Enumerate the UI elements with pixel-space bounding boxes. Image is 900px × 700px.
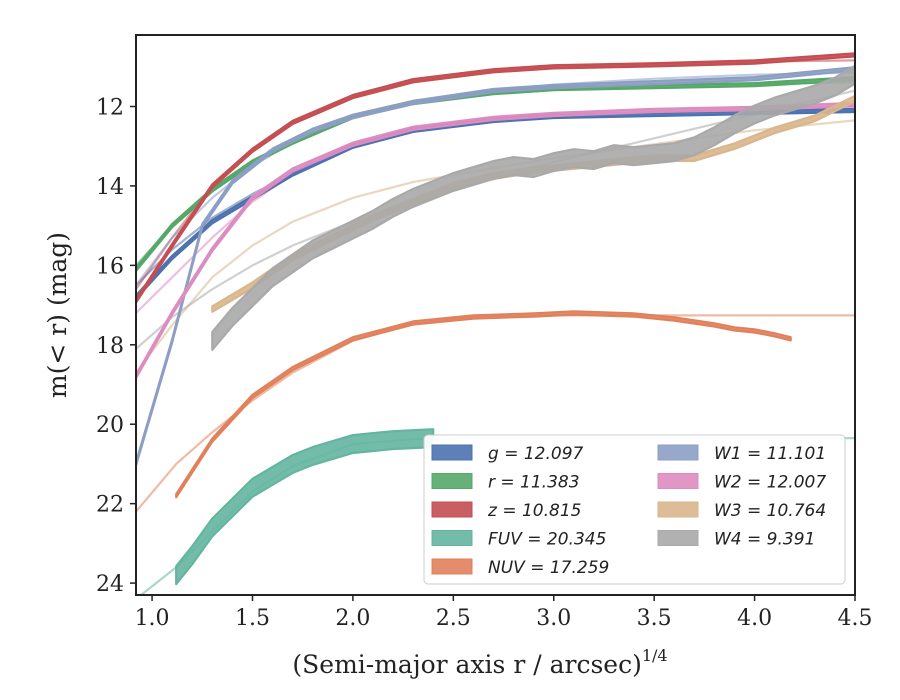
x-tick-label: 3.5	[637, 606, 672, 631]
legend-swatch-fuv	[431, 530, 473, 546]
y-tick-label: 18	[96, 334, 124, 359]
x-tick-label: 1.0	[135, 606, 170, 631]
legend-swatch-w1	[657, 444, 699, 461]
legend-box	[423, 434, 846, 585]
legend-swatch-g	[431, 444, 473, 461]
data-band-w1	[136, 66, 855, 467]
legend-label-w3: W3 = 10.764	[714, 501, 826, 521]
legend-swatch-w2	[657, 473, 699, 489]
x-tick-label: 2.0	[335, 606, 370, 631]
model-line-g	[136, 109, 855, 286]
legend-label-g: g = 12.097	[488, 444, 584, 464]
x-axis-label-text: (Semi-major axis r / arcsec)	[292, 650, 641, 679]
x-tick-label: 2.5	[436, 606, 471, 631]
legend-swatch-r	[431, 473, 473, 489]
x-axis: 1.0 1.5 2.0 2.5 3.0 3.5 4.0 4.5	[135, 595, 873, 631]
legend-swatch-z	[431, 501, 473, 518]
data-band-nuv	[175, 310, 792, 499]
data-band-w3	[211, 94, 855, 313]
y-tick-label: 24	[96, 572, 124, 597]
x-tick-label: 4.5	[838, 606, 873, 631]
legend-swatch-w3	[657, 501, 699, 518]
legend-swatch-w4	[657, 530, 699, 546]
legend-label-w2: W2 = 12.007	[714, 473, 826, 493]
data-band-z	[136, 52, 855, 304]
x-tick-label: 3.0	[536, 606, 571, 631]
legend-label-r: r = 11.383	[488, 473, 580, 493]
model-line-w3	[136, 119, 855, 374]
y-tick-label: 16	[96, 254, 124, 279]
legend-label-z: z = 10.815	[487, 501, 581, 521]
data-band-w4	[211, 64, 855, 351]
legend-swatch-nuv	[431, 558, 473, 575]
legend-label-w4: W4 = 9.391	[714, 530, 815, 550]
y-axis-label: m(< r) (mag)	[43, 232, 72, 398]
legend-label-nuv: NUV = 17.259	[488, 558, 609, 578]
legend-label-fuv: FUV = 20.345	[488, 530, 606, 550]
x-tick-label: 4.0	[737, 606, 772, 631]
y-tick-label: 20	[96, 413, 124, 438]
legend: g = 12.097 r = 11.383 z = 10.815 FUV = 20.3…	[423, 434, 846, 585]
plot-frame	[135, 34, 856, 596]
y-axis: 12 14 16 18 20 22 24	[96, 95, 136, 597]
x-axis-label: (Semi-major axis r / arcsec)1/4	[292, 646, 667, 679]
x-tick-label: 1.5	[235, 606, 270, 631]
data-band-fuv	[175, 428, 435, 586]
legend-label-w1: W1 = 11.101	[714, 444, 826, 464]
x-axis-label-exponent: 1/4	[642, 646, 668, 665]
y-tick-label: 12	[96, 95, 124, 120]
data-band-w2	[136, 101, 855, 380]
y-tick-label: 22	[96, 493, 124, 518]
y-tick-label: 14	[96, 175, 124, 200]
